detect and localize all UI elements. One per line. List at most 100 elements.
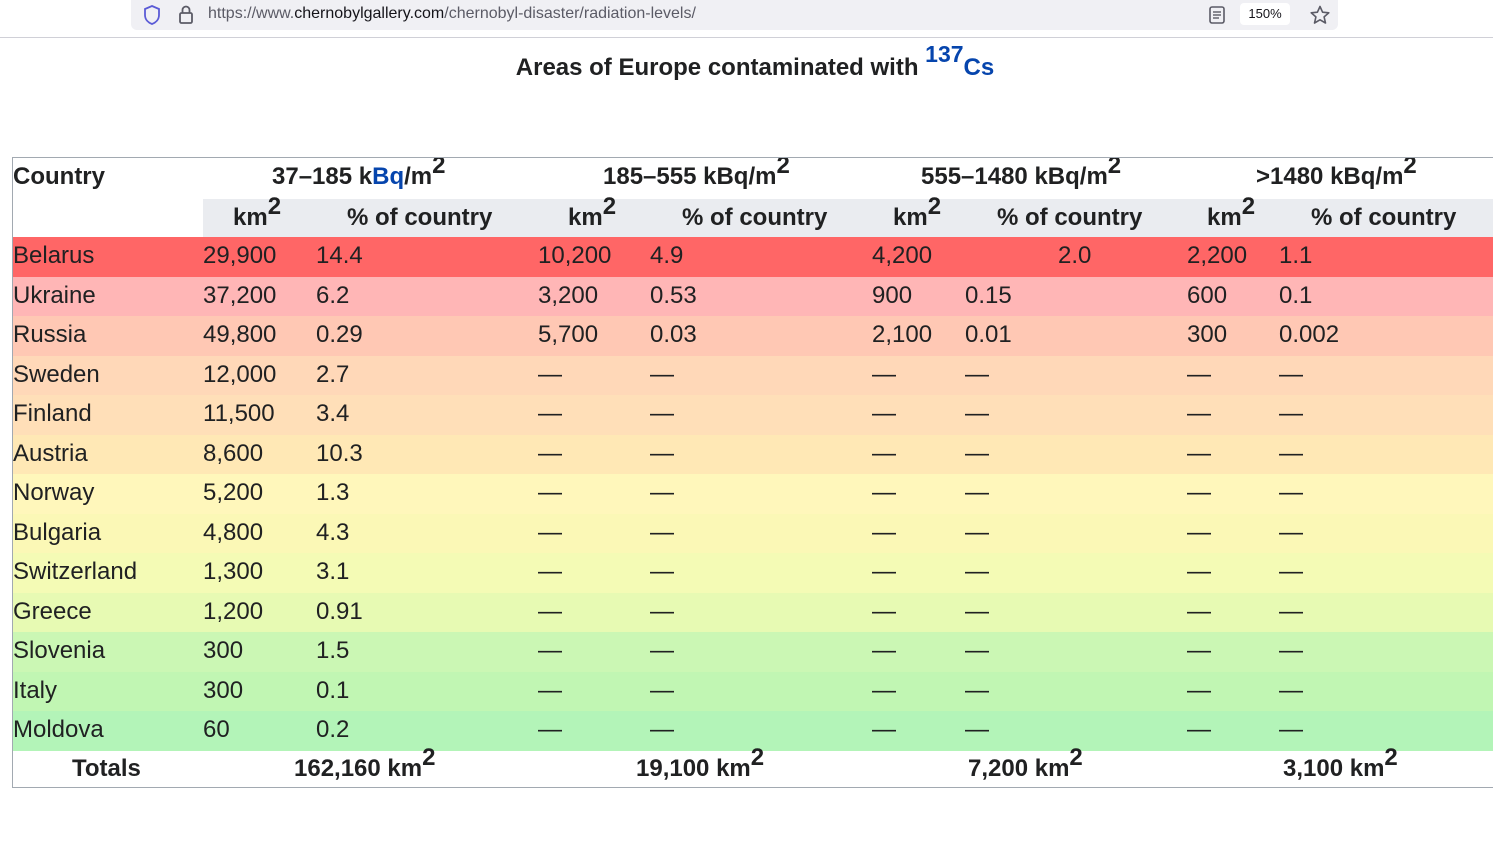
km-cell: 600 — [1187, 281, 1228, 309]
country-cell: Ukraine — [13, 281, 96, 309]
km-cell: 300 — [203, 637, 244, 664]
km-exp: 2 — [267, 193, 282, 220]
pct-cell: 0.2 — [316, 716, 350, 743]
pct-cell: — — [965, 439, 989, 467]
pct-cell: 0.29 — [316, 321, 363, 348]
country-cell: Russia — [13, 321, 87, 348]
km-cell: — — [538, 716, 562, 743]
km-cell: 60 — [203, 716, 230, 743]
band-header-4-exp: 2 — [1403, 157, 1417, 179]
pct-cell: — — [650, 676, 674, 704]
pct-cell: — — [650, 479, 674, 506]
pct-cell: — — [650, 400, 674, 427]
band-header-3-prefix: 555–1480 kBq/m — [921, 163, 1108, 190]
url-domain: chernobylgallery.com — [294, 5, 445, 22]
total-band-1: 162,160 km2 — [294, 746, 435, 783]
pct-header: % of country — [347, 204, 493, 231]
total-band-1-value: 162,160 km — [294, 755, 423, 782]
km-cell: 37,200 — [203, 281, 277, 309]
address-bar[interactable]: https://www.chernobylgallery.com/chernob… — [131, 0, 1338, 30]
band-header-4-prefix: >1480 kBq/m — [1256, 163, 1404, 190]
table-row-austria: Austria 8,600 10.3 — — — — — — — [13, 434, 1493, 474]
country-cell: Slovenia — [13, 637, 106, 664]
pct-cell: — — [965, 479, 989, 506]
lock-icon[interactable] — [177, 4, 195, 31]
pct-cell: 2.7 — [316, 360, 350, 388]
pct-cell: 4.3 — [316, 518, 350, 546]
pct-cell: — — [1279, 518, 1303, 546]
total-band-4-exp: 2 — [1384, 744, 1398, 771]
pct-cell: 0.91 — [316, 597, 363, 625]
url-text[interactable]: https://www.chernobylgallery.com/chernob… — [208, 5, 696, 23]
pct-cell: — — [1279, 400, 1303, 427]
km-cell: — — [872, 400, 896, 427]
km-label: km — [1207, 204, 1242, 231]
bq-link[interactable]: Bq — [372, 163, 405, 190]
bookmark-star-icon[interactable] — [1309, 4, 1331, 31]
km-cell: — — [1187, 439, 1211, 467]
km-cell: — — [538, 439, 562, 467]
km-cell: 8,600 — [203, 439, 264, 467]
km-label: km — [568, 204, 603, 231]
km-cell: 12,000 — [203, 360, 277, 388]
pct-header: % of country — [1311, 204, 1457, 231]
reader-view-icon[interactable] — [1208, 4, 1226, 31]
band-header-2: 185–555 kBq/m2 — [603, 158, 790, 191]
km-cell: 5,200 — [203, 479, 264, 506]
pct-cell: — — [1279, 597, 1303, 625]
units-header-background — [203, 199, 1493, 237]
country-cell: Italy — [13, 676, 58, 704]
table-row-ukraine: Ukraine 37,200 6.2 3,200 0.53 900 0.15 600 0.1 — [13, 276, 1493, 316]
km-cell: 29,900 — [203, 242, 277, 269]
km-cell: — — [872, 479, 896, 506]
shield-icon[interactable] — [142, 4, 162, 31]
pct-cell: 4.9 — [650, 242, 684, 269]
km-cell: 300 — [1187, 321, 1228, 348]
km-cell: — — [538, 360, 562, 388]
km-cell: — — [1187, 479, 1211, 506]
km-cell: 10,200 — [538, 242, 612, 269]
country-cell: Belarus — [13, 242, 95, 269]
band-header-1-prefix: 37–185 k — [272, 163, 373, 190]
km-cell: — — [1187, 716, 1211, 743]
pct-cell: — — [965, 637, 989, 664]
pct-cell: — — [965, 558, 989, 585]
isotope-mass-link[interactable]: 137 — [925, 41, 964, 67]
pct-cell: — — [965, 518, 989, 546]
total-band-2-value: 19,100 km — [636, 755, 751, 782]
km-cell: — — [1187, 400, 1211, 427]
pct-cell: — — [965, 676, 989, 704]
band-header-4: >1480 kBq/m2 — [1256, 158, 1417, 191]
km-cell: 2,200 — [1187, 242, 1248, 269]
table-row-sweden: Sweden 12,000 2.7 — — — — — — — [13, 355, 1493, 395]
pct-cell: 1.3 — [316, 479, 350, 506]
table-row-switzerland: Switzerland 1,300 3.1 — — — — — — — [13, 553, 1493, 593]
km-cell: 3,200 — [538, 281, 599, 309]
km-cell: — — [538, 637, 562, 664]
pct-cell: 2.0 — [1058, 242, 1092, 269]
pct-cell: — — [1279, 360, 1303, 388]
pct-header: % of country — [997, 204, 1143, 231]
km-cell: — — [538, 479, 562, 506]
km-cell: 1,200 — [203, 597, 264, 625]
isotope-symbol-link[interactable]: Cs — [963, 54, 995, 81]
table-row-moldova: Moldova 60 0.2 — — — — — — — [13, 711, 1493, 751]
km-cell: 2,100 — [872, 321, 933, 348]
total-band-2-exp: 2 — [750, 744, 765, 771]
country-cell: Sweden — [13, 360, 100, 388]
total-band-3-exp: 2 — [1069, 744, 1083, 771]
km-cell: 49,800 — [203, 321, 277, 348]
km-cell: — — [1187, 518, 1211, 546]
table-row-finland: Finland 11,500 3.4 — — — — — — — [13, 395, 1493, 435]
header-row-bands: Country 37–185 kBq/m2 185–555 kBq/m2 555… — [13, 158, 1493, 199]
zoom-level-button[interactable]: 150% — [1240, 3, 1290, 25]
table-row-bulgaria: Bulgaria 4,800 4.3 — — — — — — — [13, 513, 1493, 553]
km-label: km — [233, 204, 268, 231]
band-header-1: 37–185 kBq/m2 — [272, 158, 445, 191]
km-cell: — — [872, 558, 896, 585]
pct-cell: — — [1279, 637, 1303, 664]
km-exp: 2 — [927, 193, 942, 220]
km-header: km2 — [1207, 195, 1255, 232]
pct-cell: — — [1279, 676, 1303, 704]
table-row-greece: Greece 1,200 0.91 — — — — — — — [13, 592, 1493, 632]
